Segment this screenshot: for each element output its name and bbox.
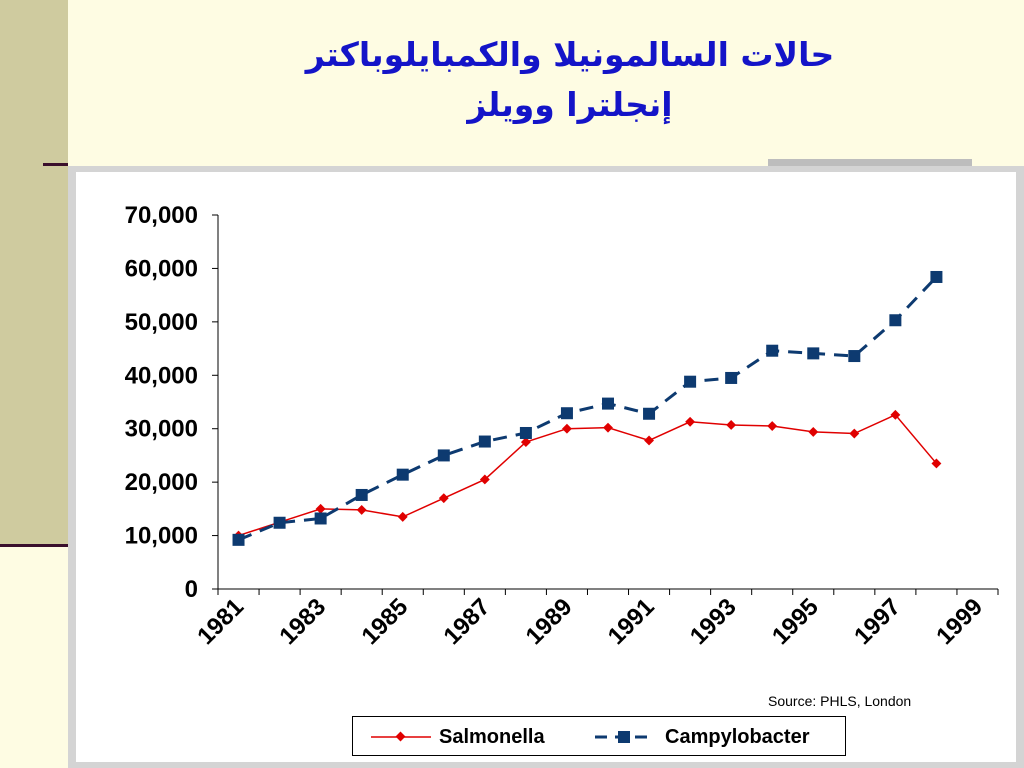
- x-tick-label: 1991: [603, 593, 660, 650]
- point-campylobacter: [355, 488, 368, 501]
- y-tick-label: 60,000: [125, 255, 198, 282]
- chart-panel: [76, 172, 1016, 762]
- y-tick-label: 40,000: [125, 362, 198, 389]
- point-campylobacter: [643, 407, 656, 420]
- point-campylobacter: [560, 407, 573, 420]
- point-campylobacter: [437, 449, 450, 462]
- x-tick-label: 1997: [849, 593, 906, 650]
- slide-sidebar: [0, 0, 68, 545]
- y-tick-label: 10,000: [125, 523, 198, 550]
- point-salmonella: [685, 416, 696, 427]
- y-tick-label: 20,000: [125, 469, 198, 496]
- point-salmonella: [808, 426, 819, 437]
- point-salmonella: [726, 420, 737, 430]
- point-campylobacter: [602, 397, 614, 410]
- title-accent-bar: [768, 159, 972, 167]
- y-tick-label: 50,000: [125, 309, 198, 336]
- point-salmonella: [644, 435, 655, 446]
- y-tick-label: 0: [185, 576, 198, 603]
- x-tick-label: 1985: [356, 593, 413, 650]
- point-salmonella: [767, 421, 778, 431]
- point-salmonella: [890, 409, 901, 420]
- top-rule: [43, 163, 68, 166]
- point-salmonella: [315, 503, 326, 514]
- legend-swatch-campylobacter: [595, 731, 655, 743]
- point-campylobacter: [396, 468, 409, 481]
- x-tick-label: 1993: [685, 593, 742, 650]
- point-campylobacter: [807, 347, 820, 360]
- x-tick-label: 1995: [767, 593, 824, 650]
- point-salmonella: [849, 428, 860, 439]
- legend-item-campylobacter: Campylobacter: [593, 717, 810, 757]
- title-line-2: إنجلترا وويلز: [467, 85, 673, 124]
- chart-legend: Salmonella Campylobacter: [352, 716, 846, 756]
- legend-swatch-salmonella: [371, 731, 431, 742]
- source-note: Source: PHLS, London: [768, 693, 912, 709]
- x-tick-label: 1999: [931, 593, 988, 650]
- legend-item-salmonella: Salmonella: [369, 717, 545, 757]
- point-salmonella: [561, 423, 572, 434]
- point-campylobacter: [766, 344, 779, 357]
- point-salmonella: [520, 437, 531, 448]
- point-campylobacter: [478, 435, 491, 448]
- point-campylobacter: [519, 426, 532, 439]
- x-tick-label: 1983: [274, 593, 331, 650]
- point-salmonella: [603, 422, 613, 433]
- point-campylobacter: [725, 371, 738, 384]
- y-tick-label: 30,000: [125, 416, 198, 443]
- series-line-salmonella: [238, 413, 937, 537]
- series-line-campylobacter: [237, 275, 938, 542]
- x-tick-label: 1989: [521, 593, 578, 650]
- x-tick-label: 1987: [439, 593, 496, 650]
- point-salmonella: [931, 458, 942, 469]
- legend-label-campylobacter: Campylobacter: [665, 725, 810, 748]
- point-campylobacter: [889, 314, 902, 327]
- title-line-1: حالات السالمونيلا والكمبايلوباكتر: [305, 35, 835, 74]
- point-salmonella: [438, 493, 449, 504]
- x-tick-label: 1981: [192, 593, 249, 650]
- bottom-rule: [0, 544, 68, 547]
- point-salmonella: [479, 474, 490, 485]
- point-salmonella: [397, 511, 408, 522]
- point-salmonella: [356, 504, 367, 515]
- legend-label-salmonella: Salmonella: [439, 725, 545, 748]
- point-campylobacter: [930, 270, 943, 283]
- point-campylobacter: [848, 350, 861, 363]
- point-campylobacter: [684, 375, 697, 388]
- point-campylobacter: [314, 512, 327, 525]
- point-campylobacter: [232, 533, 245, 546]
- slide-title: حالات السالمونيلا والكمبايلوباكتر إنجلتر…: [270, 30, 870, 130]
- y-tick-label: 70,000: [125, 202, 198, 229]
- point-campylobacter: [273, 516, 286, 529]
